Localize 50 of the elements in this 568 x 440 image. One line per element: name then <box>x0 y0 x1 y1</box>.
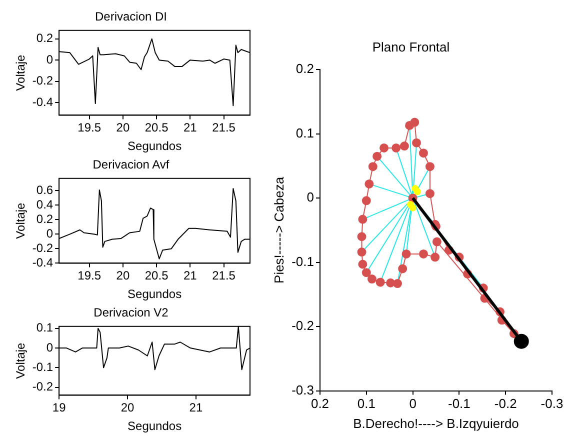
x-axis-title: B.Derecho!----> B.Izqyuierdo <box>353 416 519 431</box>
x-tick-label: 20.5 <box>144 268 169 283</box>
chart-title: Derivacion Avf <box>92 158 170 172</box>
y-tick-label: -0.2 <box>32 241 54 256</box>
x-axis-title: Segundos <box>128 419 182 434</box>
x-tick-label: 19.5 <box>78 120 102 135</box>
x-tick-label: -0.1 <box>448 396 470 412</box>
x-tick-label: 21.5 <box>212 120 236 135</box>
y-tick-label: 0 <box>46 340 54 354</box>
x-tick-label: 20 <box>116 120 130 135</box>
y-tick-label: 0 <box>306 190 314 205</box>
y-axis-title: Voltaje <box>14 342 28 379</box>
y-tick-label: -0.2 <box>32 74 54 88</box>
y-tick-label: -0.2 <box>32 380 54 394</box>
x-tick-label: 20 <box>120 400 135 415</box>
y-tick-label: 0.2 <box>296 61 314 76</box>
y-tick-label: -0.1 <box>292 254 314 269</box>
chart-title: Plano Frontal <box>372 39 450 54</box>
x-axis-title: Segundos <box>128 287 182 302</box>
y-tick-label: -0.3 <box>292 382 314 398</box>
x-axis-title: Segundos <box>128 139 182 154</box>
x-tick-label: 0.2 <box>310 396 330 412</box>
y-tick-label: 0.6 <box>36 183 54 198</box>
y-tick-label: 0.2 <box>36 212 54 226</box>
y-axis-title: Voltaje <box>14 202 28 239</box>
y-tick-label: -0.2 <box>292 318 314 334</box>
x-tick-label: 19 <box>52 400 66 415</box>
x-tick-label: 0 <box>409 396 416 412</box>
y-tick-label: 0.2 <box>36 31 54 46</box>
x-tick-label: 21 <box>183 268 198 283</box>
x-tick-label: 19.5 <box>78 268 102 283</box>
x-tick-label: 21 <box>183 120 198 135</box>
x-tick-label: 20.5 <box>144 120 169 135</box>
y-tick-label: -0.4 <box>32 94 54 109</box>
chart-title: Derivacion DI <box>94 10 168 24</box>
x-tick-label: 21.5 <box>212 268 236 283</box>
y-tick-label: 0 <box>46 226 54 241</box>
y-axis-title: Voltaje <box>14 54 28 91</box>
y-tick-label: 0.4 <box>36 198 54 212</box>
x-tick-label: -0.3 <box>540 396 564 412</box>
x-tick-label: 0.1 <box>357 396 376 412</box>
x-tick-label: -0.2 <box>494 396 517 412</box>
y-tick-label: 0 <box>46 52 54 66</box>
chart-title: Derivacion V2 <box>94 306 169 320</box>
y-axis-title: Pies!-----> Cabeza <box>271 176 286 284</box>
y-tick-label: -0.1 <box>32 360 54 374</box>
x-tick-label: 21 <box>189 400 203 415</box>
x-tick-label: 20 <box>116 268 130 283</box>
y-tick-label: 0.1 <box>36 320 54 335</box>
y-tick-label: -0.4 <box>32 256 54 270</box>
